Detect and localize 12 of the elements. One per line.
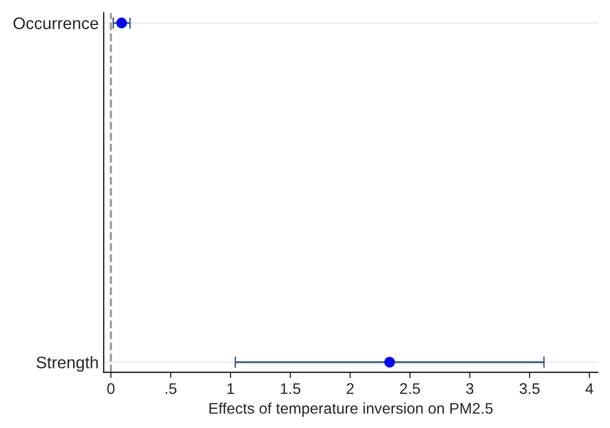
x-tick-label: 2 — [346, 383, 354, 394]
x-tick-label: 1.5 — [280, 383, 300, 394]
x-tick-label: 2.5 — [400, 383, 420, 394]
x-tick-label: .5 — [166, 383, 176, 394]
x-tick-label: 1 — [227, 383, 234, 394]
y-tick-label: Occurrence — [13, 17, 98, 30]
x-tick-label: 3.5 — [520, 383, 540, 394]
x-tick-label: 3 — [466, 383, 474, 394]
y-tick-label: Strength — [36, 356, 98, 372]
x-tick-label: 4 — [586, 383, 594, 394]
x-tick-label: 0 — [107, 383, 115, 394]
x-axis-title: Effects of temperature inversion on PM2.5 — [209, 402, 493, 417]
